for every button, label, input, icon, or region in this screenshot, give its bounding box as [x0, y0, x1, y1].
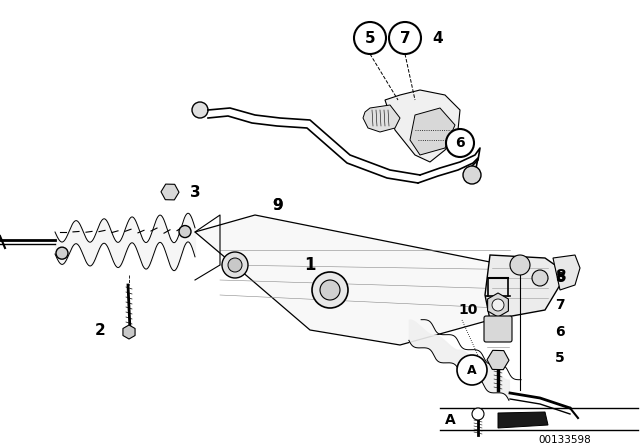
Text: 6: 6	[455, 136, 465, 150]
Circle shape	[389, 22, 421, 54]
Text: 5: 5	[365, 30, 375, 46]
Text: 2: 2	[95, 323, 106, 337]
Polygon shape	[195, 215, 545, 345]
Polygon shape	[498, 412, 548, 428]
Text: 8: 8	[555, 271, 565, 285]
Text: 10: 10	[458, 303, 477, 317]
Text: 4: 4	[433, 30, 444, 46]
Text: 5: 5	[555, 351, 565, 365]
Circle shape	[56, 247, 68, 259]
Circle shape	[192, 102, 208, 118]
Text: 9: 9	[273, 198, 284, 212]
Polygon shape	[553, 255, 580, 290]
Text: 7: 7	[400, 30, 410, 46]
Circle shape	[457, 355, 487, 385]
Text: 8: 8	[555, 268, 565, 284]
Text: 9: 9	[273, 198, 284, 212]
Polygon shape	[363, 105, 400, 132]
Polygon shape	[385, 90, 460, 162]
Circle shape	[320, 280, 340, 300]
Text: 6: 6	[555, 325, 565, 339]
Text: A: A	[467, 363, 477, 376]
Circle shape	[532, 270, 548, 286]
Circle shape	[510, 255, 530, 275]
Circle shape	[492, 299, 504, 311]
Circle shape	[354, 22, 386, 54]
Circle shape	[446, 129, 474, 157]
Text: 1: 1	[304, 256, 316, 274]
Circle shape	[312, 272, 348, 308]
Polygon shape	[485, 255, 560, 320]
Circle shape	[222, 252, 248, 278]
Text: 3: 3	[189, 185, 200, 199]
Circle shape	[179, 225, 191, 237]
Circle shape	[463, 166, 481, 184]
Text: 00133598: 00133598	[539, 435, 591, 445]
Text: A: A	[445, 413, 456, 427]
FancyBboxPatch shape	[484, 316, 512, 342]
Circle shape	[472, 408, 484, 420]
Polygon shape	[410, 108, 455, 155]
Text: 7: 7	[555, 298, 565, 312]
Circle shape	[228, 258, 242, 272]
